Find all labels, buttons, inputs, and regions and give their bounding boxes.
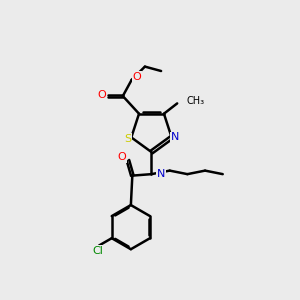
Text: N: N — [157, 169, 165, 178]
Text: CH₃: CH₃ — [187, 96, 205, 106]
Text: S: S — [124, 134, 131, 144]
Text: N: N — [171, 132, 179, 142]
Text: O: O — [98, 91, 106, 100]
Text: Cl: Cl — [92, 246, 103, 256]
Text: O: O — [117, 152, 126, 162]
Text: O: O — [133, 72, 141, 82]
